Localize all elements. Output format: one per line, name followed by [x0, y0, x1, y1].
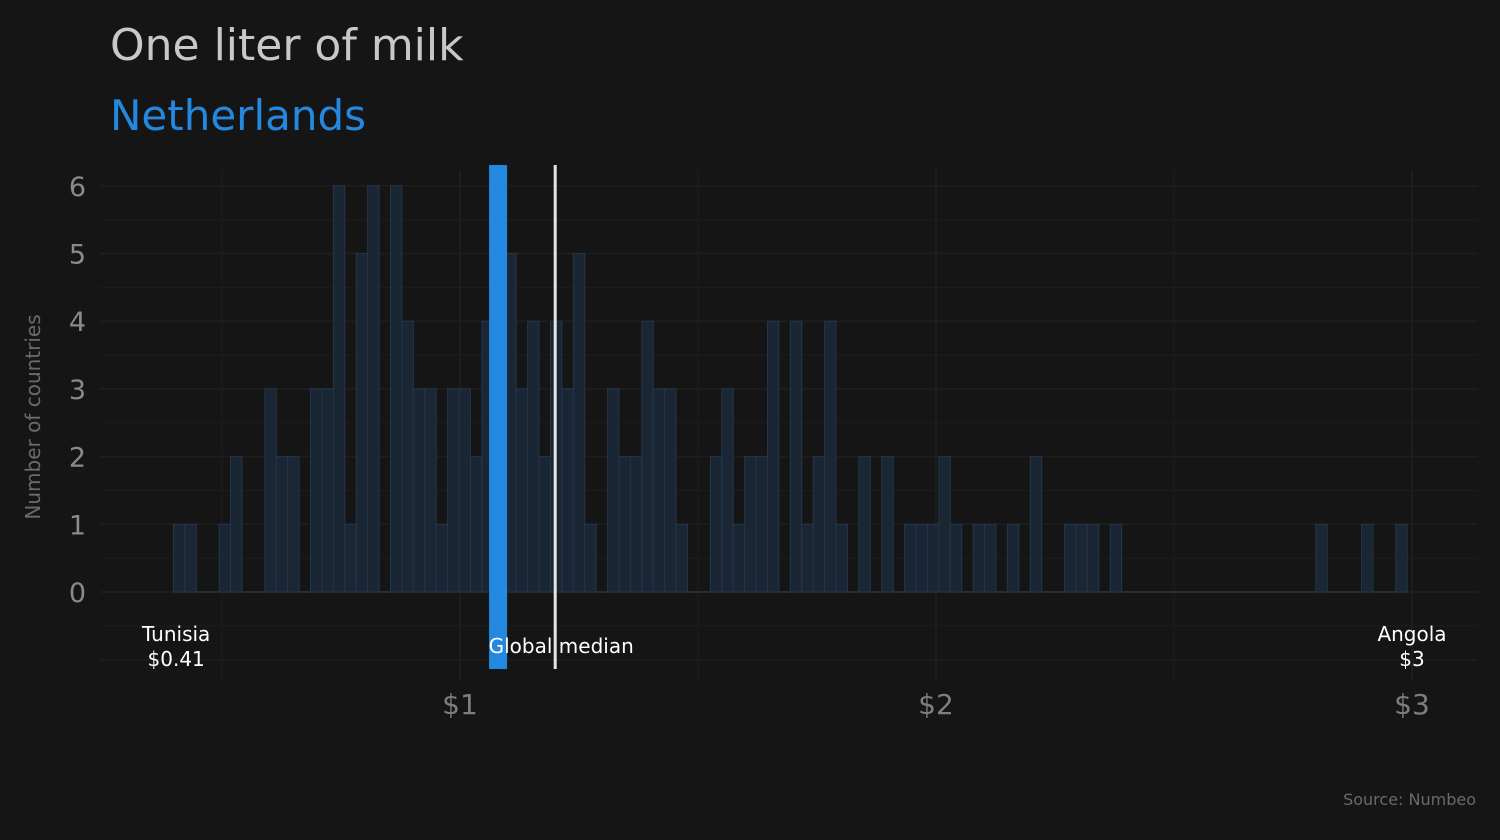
histogram-bar: [1075, 523, 1088, 593]
histogram-bar: [412, 388, 426, 593]
histogram-bar: [584, 523, 597, 593]
histogram-bar: [732, 523, 746, 593]
histogram-bar: [607, 388, 620, 593]
histogram-bar: [390, 185, 403, 593]
histogram-bar: [949, 523, 963, 593]
histogram-bar: [629, 456, 643, 593]
histogram-bar: [926, 523, 940, 593]
histogram-bar: [835, 523, 848, 593]
histogram-bar: [435, 523, 449, 593]
histogram-bar: [664, 388, 677, 593]
y-tick-label: 1: [69, 510, 86, 541]
histogram-bar: [424, 388, 437, 593]
x-tick-label: $3: [1394, 688, 1430, 721]
histogram-bar: [709, 456, 723, 593]
histogram-bar: [1006, 523, 1020, 593]
histogram-bar: [641, 320, 654, 593]
histogram-bar: [1315, 523, 1328, 593]
histogram-bar: [275, 456, 289, 593]
y-axis-ticks: 0 1 2 3 4 5 6: [69, 172, 86, 609]
histogram-bar: [789, 320, 803, 593]
histogram-bar: [938, 456, 951, 593]
x-axis-ticks: $1 $2 $3: [442, 688, 1430, 721]
histogram-bar: [184, 523, 197, 593]
histogram-bar: [1086, 523, 1100, 593]
min-country-label: Tunisia: [141, 622, 210, 646]
histogram-bar: [1064, 523, 1077, 593]
bars-layer: [172, 185, 1408, 593]
histogram-bar: [321, 388, 334, 593]
histogram-bar: [766, 320, 780, 593]
y-tick-label: 2: [69, 443, 86, 474]
y-tick-label: 5: [69, 240, 86, 271]
histogram-bar: [310, 388, 323, 593]
histogram-bar: [721, 388, 734, 593]
histogram-bar: [332, 185, 346, 593]
histogram-bar: [344, 523, 357, 593]
histogram-bar: [355, 253, 369, 593]
histogram-bar: [515, 388, 529, 593]
histogram-bar: [904, 523, 917, 593]
histogram-bar: [447, 388, 460, 593]
y-tick-label: 6: [69, 172, 86, 203]
y-tick-label: 0: [69, 578, 86, 609]
histogram-bar: [572, 253, 586, 593]
histogram-bar: [1109, 523, 1123, 593]
source-note: Source: Numbeo: [1343, 790, 1476, 809]
chart-title: One liter of milk: [110, 20, 464, 71]
highlight-bar-netherlands: [489, 165, 508, 669]
y-tick-label: 4: [69, 307, 86, 338]
histogram-bar: [812, 456, 826, 593]
grid-layer: [100, 170, 1478, 680]
histogram-bar: [218, 523, 232, 593]
histogram-bar: [618, 456, 631, 593]
histogram-bar: [469, 456, 483, 593]
x-tick-label: $1: [442, 688, 478, 721]
max-value-label: $3: [1399, 647, 1424, 671]
histogram-bar: [675, 523, 689, 593]
histogram-bar: [972, 523, 986, 593]
histogram-bar: [744, 456, 757, 593]
y-tick-label: 3: [69, 375, 86, 406]
histogram-bar: [172, 523, 186, 593]
histogram-bar: [858, 456, 871, 593]
x-tick-label: $2: [918, 688, 954, 721]
median-label: Global median: [489, 634, 634, 658]
chart-subtitle: Netherlands: [110, 91, 366, 140]
y-axis-label: Number of countries: [21, 314, 45, 519]
histogram-bar: [652, 388, 666, 593]
histogram-bar: [287, 456, 300, 593]
histogram-bar: [230, 456, 243, 593]
histogram-bar: [527, 320, 540, 593]
histogram-bar: [824, 320, 837, 593]
histogram-bar: [915, 523, 928, 593]
histogram-bar: [401, 320, 414, 593]
max-country-label: Angola: [1377, 622, 1446, 646]
histogram-bar: [1395, 523, 1408, 593]
histogram-bar: [801, 523, 814, 593]
histogram-bar: [1029, 456, 1043, 593]
histogram-bar: [538, 456, 551, 593]
histogram-bar: [755, 456, 768, 593]
histogram-bar: [881, 456, 894, 593]
min-value-label: $0.41: [148, 647, 205, 671]
histogram-bar: [264, 388, 277, 593]
histogram-bar: [984, 523, 997, 593]
histogram-bar: [367, 185, 380, 593]
histogram-bar: [458, 388, 471, 593]
histogram-bar: [561, 388, 574, 593]
histogram-bar: [1361, 523, 1374, 593]
